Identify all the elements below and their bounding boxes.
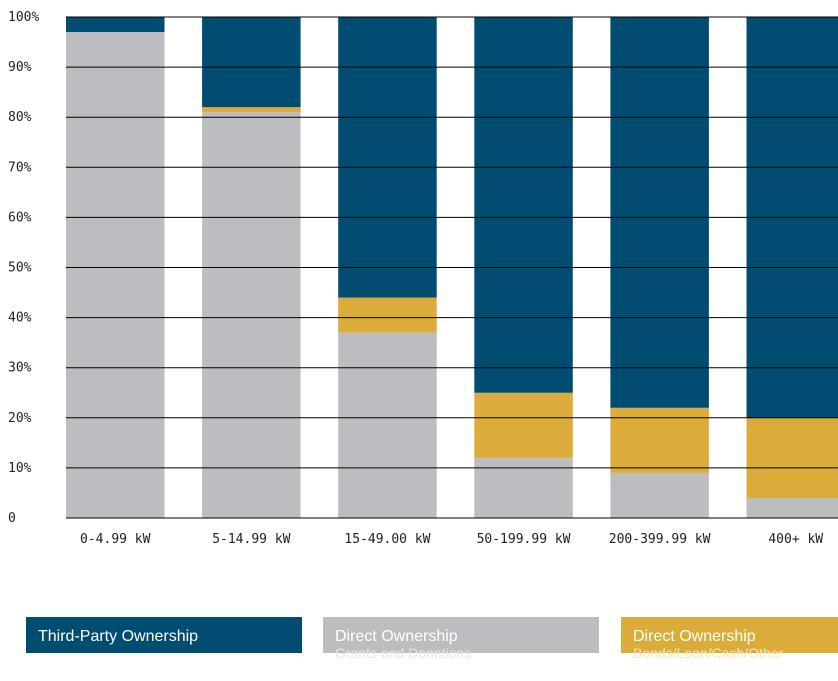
- x-tick-label: 0-4.99 kW: [80, 532, 151, 547]
- bar-third-party-2: [202, 17, 301, 108]
- x-tick-label: 400+ kW: [768, 532, 823, 547]
- bar-grants-4: [474, 457, 573, 518]
- bar-grants-3: [338, 332, 437, 518]
- y-tick-label: 30%: [8, 361, 32, 376]
- y-tick-label: 100%: [8, 10, 39, 25]
- legend-direct-ownership-bonds-label: Direct Ownership: [633, 628, 756, 645]
- y-tick-label: 10%: [8, 461, 32, 476]
- bar-bonds-5: [610, 407, 709, 473]
- bar-bonds-3: [338, 297, 437, 333]
- legend-third-party-ownership-label: Third-Party Ownership: [38, 628, 199, 645]
- legend-bonds-loan-cash-other-label: Bonds/Loan/Cash/Other: [633, 645, 784, 661]
- y-tick-label: 20%: [8, 411, 32, 426]
- bar-grants-1: [66, 32, 165, 518]
- legend-direct-ownership-grants-label: Direct Ownership: [335, 628, 458, 645]
- legend-grants-and-donations-label: Grants and Donations: [335, 645, 472, 661]
- y-tick-label: 50%: [8, 261, 32, 276]
- bar-bonds-2: [202, 107, 301, 113]
- legend-direct-ownership-bonds: Direct Ownership Bonds/Loan/Cash/Other: [621, 617, 838, 661]
- bar-grants-6: [746, 497, 838, 518]
- y-tick-label: 60%: [8, 210, 32, 225]
- bar-bonds-4: [474, 392, 573, 458]
- legend-third-party-ownership: Third-Party Ownership: [26, 617, 302, 653]
- y-tick-label: 40%: [8, 311, 32, 326]
- stacked-bar-chart: 0 10% 20% 30% 40% 50% 60% 70% 80% 90% 100% 0-4.99 k…: [8, 10, 838, 547]
- bar-third-party-5: [610, 17, 709, 408]
- y-tick-label: 80%: [8, 110, 32, 125]
- bar-third-party-1: [66, 17, 165, 33]
- x-tick-label: 50-199.99 kW: [477, 532, 571, 547]
- bar-third-party-3: [338, 17, 437, 298]
- x-tick-label: 5-14.99 kW: [212, 532, 290, 547]
- bar-bonds-6: [746, 417, 838, 498]
- bar-third-party-4: [474, 17, 573, 393]
- legend-direct-ownership-grants: Direct Ownership Grants and Donations: [323, 617, 599, 661]
- bar-grants-5: [610, 472, 709, 518]
- y-tick-label: 70%: [8, 160, 32, 175]
- x-tick-label: 15-49.00 kW: [344, 532, 430, 547]
- y-tick-label: 0: [8, 511, 16, 526]
- y-tick-label: 90%: [8, 60, 32, 75]
- x-tick-label: 200-399.99 kW: [609, 532, 711, 547]
- bar-grants-2: [202, 112, 301, 518]
